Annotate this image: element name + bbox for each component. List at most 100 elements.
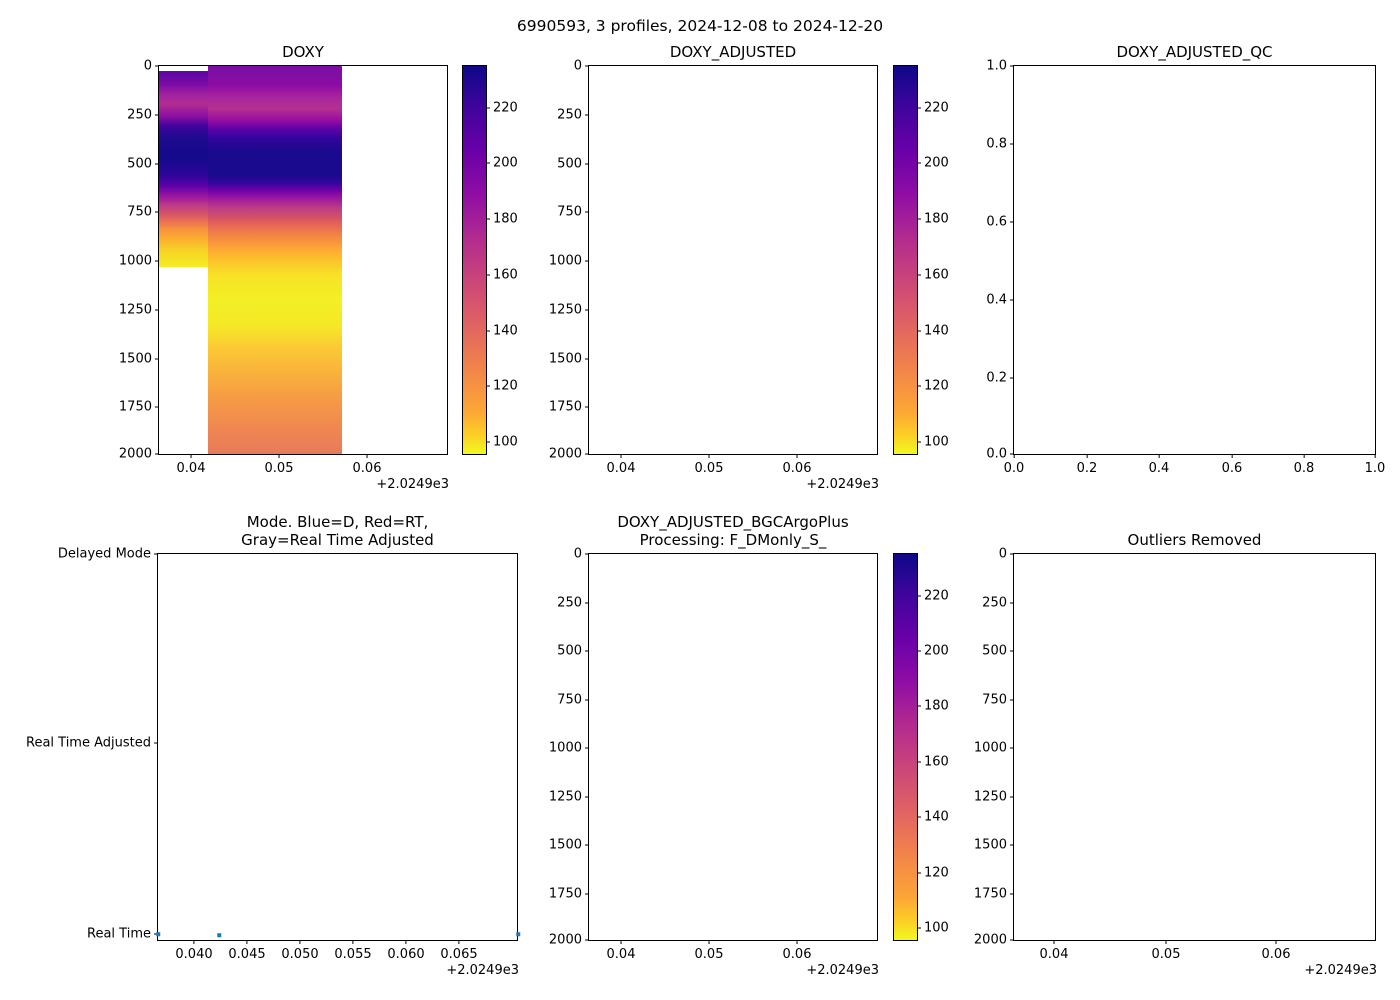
bgc-axes: DOXY_ADJUSTED_BGCArgoPlus Processing: F_…	[549, 513, 879, 979]
y-tick: 2000	[549, 933, 589, 948]
colorbar-tick: 120	[917, 379, 949, 394]
y-tick: 250	[982, 596, 1014, 611]
x-tick: 0.04	[177, 454, 205, 476]
doxy-adjusted-axes: DOXY_ADJUSTED 0 250 500 750 1000 1250 15…	[549, 43, 879, 492]
colorbar-tick: 180	[917, 212, 949, 227]
x-axis-offset-label: +2.0249e3	[1304, 963, 1377, 978]
mode-axes: Mode. Blue=D, Red=RT, Gray=Real Time Adj…	[26, 513, 520, 978]
doxy-adjusted-qc-title: DOXY_ADJUSTED_QC	[1116, 43, 1273, 62]
y-tick: 500	[557, 157, 589, 172]
doxy-adjusted-qc-axes: DOXY_ADJUSTED_QC 1.0 0.8 0.6 0.4 0.2 0.0…	[986, 43, 1385, 476]
y-tick: Real Time Adjusted	[26, 736, 158, 751]
x-axis-offset-label: +2.0249e3	[806, 477, 879, 492]
x-axis-offset-label: +2.0249e3	[806, 963, 879, 978]
y-tick: Real Time	[87, 927, 158, 942]
y-tick: 1750	[549, 400, 589, 415]
colorbar-tick: 220	[917, 101, 949, 116]
mode-title-line1: Mode. Blue=D, Red=RT,	[246, 512, 429, 531]
x-tick: 0.055	[334, 940, 372, 962]
colorbar-tick: 160	[486, 268, 518, 283]
colorbar-tick: 140	[917, 810, 949, 825]
y-tick: 750	[557, 205, 589, 220]
y-tick: 2000	[549, 447, 589, 462]
y-tick: 250	[557, 596, 589, 611]
colorbar-tick: 220	[917, 589, 949, 604]
bgc-title-line2: Processing: F_DMonly_S_	[639, 531, 827, 550]
doxy-adjusted-colorbar: 220 200 180 160 140 120 100	[893, 65, 949, 455]
doxy-axes: DOXY 0 250 500 750 1000 1250 1500 1750 2…	[119, 43, 449, 492]
y-tick: 1500	[549, 838, 589, 853]
y-tick: Delayed Mode	[58, 547, 158, 562]
x-tick: 1.0	[1365, 454, 1385, 476]
colorbar-tick: 120	[917, 866, 949, 881]
y-tick: 1250	[549, 790, 589, 805]
y-tick: 750	[127, 205, 159, 220]
x-tick: 0.05	[695, 940, 723, 962]
colorbar-tick: 120	[486, 379, 518, 394]
y-tick: 250	[127, 108, 159, 123]
y-tick: 2000	[974, 933, 1014, 948]
x-tick: 0.6	[1222, 454, 1242, 476]
x-tick: 0.04	[1040, 940, 1068, 962]
bgc-title-line1: DOXY_ADJUSTED_BGCArgoPlus	[617, 512, 849, 531]
doxy-heatmap-profile-column-1	[159, 71, 208, 267]
figure-title: 6990593, 3 profiles, 2024-12-08 to 2024-…	[516, 17, 884, 35]
colorbar-tick: 100	[917, 921, 949, 936]
mode-title: Mode. Blue=D, Red=RT, Gray=Real Time Adj…	[241, 513, 434, 551]
y-tick: 0.6	[986, 215, 1014, 230]
y-tick: 1500	[549, 352, 589, 367]
colorbar-tick: 140	[486, 324, 518, 339]
y-tick: 1750	[974, 887, 1014, 902]
profile-mode-dot	[217, 933, 221, 937]
doxy-adjusted-title: DOXY_ADJUSTED	[669, 43, 797, 62]
mode-title-line2: Gray=Real Time Adjusted	[241, 531, 434, 550]
y-tick: 500	[127, 157, 159, 172]
x-tick: 0.06	[783, 454, 811, 476]
x-tick: 0.060	[387, 940, 425, 962]
colorbar-tick: 200	[917, 644, 949, 659]
y-tick: 1500	[974, 838, 1014, 853]
y-tick: 1250	[549, 303, 589, 318]
y-tick: 0.4	[986, 293, 1014, 308]
x-tick: 0.06	[353, 454, 381, 476]
colorbar-tick: 100	[917, 435, 949, 450]
x-tick: 0.065	[440, 940, 478, 962]
colorbar-tick: 220	[486, 101, 518, 116]
x-tick: 0.05	[695, 454, 723, 476]
x-tick: 0.040	[175, 940, 213, 962]
y-tick: 2000	[119, 447, 159, 462]
colorbar-tick: 160	[917, 755, 949, 770]
x-tick: 0.05	[265, 454, 293, 476]
y-tick: 750	[982, 693, 1014, 708]
colorbar-tick: 200	[486, 156, 518, 171]
colorbar-tick: 200	[917, 156, 949, 171]
doxy-heatmap-profile-column-2	[208, 66, 342, 454]
y-tick: 0.8	[986, 137, 1014, 152]
outliers-axes: Outliers Removed 0 250 500 750 1000 1250…	[974, 531, 1377, 978]
y-tick: 0.0	[986, 447, 1014, 462]
y-tick: 500	[982, 644, 1014, 659]
colorbar-tick: 140	[917, 324, 949, 339]
y-tick: 1000	[549, 741, 589, 756]
x-axis-offset-label: +2.0249e3	[376, 477, 449, 492]
outliers-title: Outliers Removed	[1127, 531, 1262, 550]
y-tick: 1500	[119, 352, 159, 367]
y-tick: 1.0	[986, 59, 1014, 74]
doxy-colorbar: 220 200 180 160 140 120 100	[462, 65, 518, 455]
x-tick: 0.2	[1077, 454, 1097, 476]
bgc-title: DOXY_ADJUSTED_BGCArgoPlus Processing: F_…	[617, 513, 848, 551]
profile-mode-dot	[516, 932, 520, 936]
y-tick: 1000	[974, 741, 1014, 756]
y-tick: 750	[557, 693, 589, 708]
bgc-colorbar: 220 200 180 160 140 120 100	[893, 553, 949, 941]
y-tick: 0	[574, 59, 589, 74]
profile-mode-dot	[156, 932, 160, 936]
colorbar-tick: 180	[486, 212, 518, 227]
x-tick: 0.4	[1149, 454, 1169, 476]
colorbar-tick: 100	[486, 435, 518, 450]
x-tick: 0.050	[281, 940, 319, 962]
x-tick: 0.05	[1152, 940, 1180, 962]
colorbar-tick: 180	[917, 699, 949, 714]
x-tick: 0.06	[783, 940, 811, 962]
